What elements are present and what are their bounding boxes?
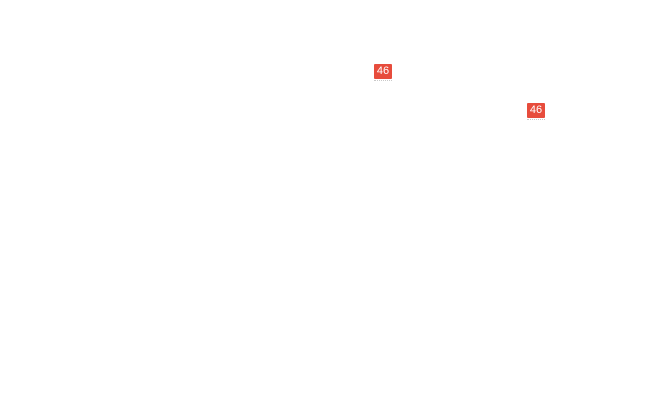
part-callout[interactable]: 46	[527, 103, 545, 120]
part-number-badge: 46	[527, 103, 545, 118]
part-number-badge: 46	[374, 64, 392, 79]
part-callout[interactable]: 46	[374, 64, 392, 81]
